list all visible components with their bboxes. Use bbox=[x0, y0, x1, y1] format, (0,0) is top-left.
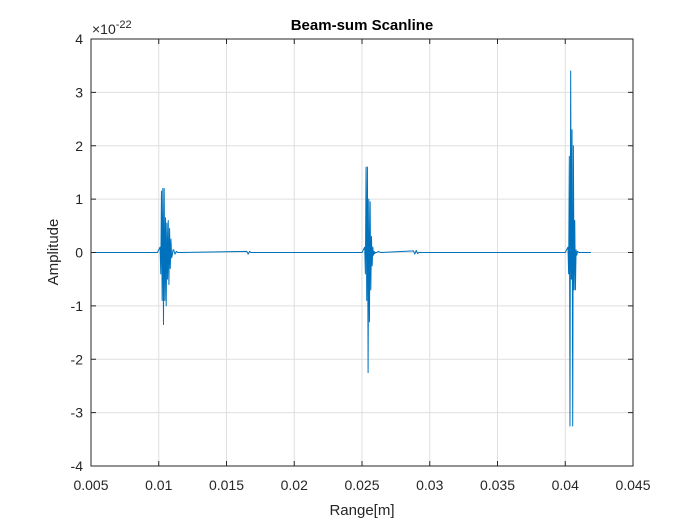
y-tick-labels: 4 3 2 1 0 -1 -2 -3 -4 bbox=[71, 31, 84, 474]
y-tick-label: -3 bbox=[71, 405, 84, 421]
scanline-series bbox=[91, 70, 591, 427]
y-tick-label: 0 bbox=[75, 245, 83, 261]
y-axis-label: Amplitude bbox=[45, 219, 62, 286]
x-tick-label: 0.03 bbox=[416, 477, 443, 493]
y-tick-label: 1 bbox=[75, 191, 83, 207]
x-tick-label: 0.01 bbox=[145, 477, 172, 493]
series-layer bbox=[91, 70, 591, 427]
x-tick-label: 0.02 bbox=[281, 477, 308, 493]
x-tick-label: 0.035 bbox=[480, 477, 515, 493]
x-tick-label: 0.025 bbox=[344, 477, 379, 493]
tick-layer bbox=[90, 38, 634, 467]
x-tick-label: 0.045 bbox=[615, 477, 650, 493]
y-tick-label: 2 bbox=[75, 138, 83, 154]
y-tick-label: 4 bbox=[75, 31, 83, 47]
exponent-base: ×10 bbox=[92, 21, 116, 37]
x-tick-label: 0.015 bbox=[209, 477, 244, 493]
exponent-power: -22 bbox=[116, 19, 132, 31]
x-axis-label: Range[m] bbox=[329, 502, 394, 519]
y-tick-label: -2 bbox=[71, 351, 84, 367]
y-tick-label: 3 bbox=[75, 84, 83, 100]
y-tick-label: -4 bbox=[71, 458, 84, 474]
x-tick-label: 0.04 bbox=[552, 477, 579, 493]
chart-title: Beam-sum Scanline bbox=[291, 17, 434, 34]
y-exponent-label: ×10-22 bbox=[92, 19, 132, 37]
y-tick-label: -1 bbox=[71, 298, 84, 314]
x-tick-label: 0.005 bbox=[73, 477, 108, 493]
x-tick-labels: 0.005 0.01 0.015 0.02 0.025 0.03 0.035 0.04 0.04… bbox=[73, 477, 650, 493]
